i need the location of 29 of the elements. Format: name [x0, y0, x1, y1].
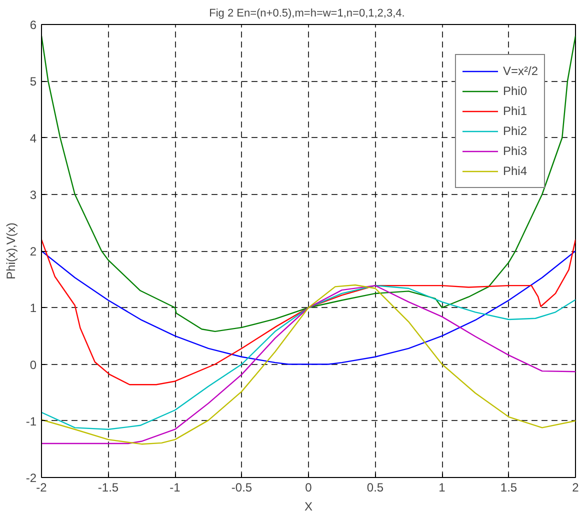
x-tick-label: 1 [438, 480, 446, 494]
x-tick-label: 0 [305, 480, 312, 494]
y-tick-label: 1 [30, 301, 37, 316]
legend-label: Phi2 [502, 124, 528, 138]
line-series [42, 35, 576, 332]
legend-label: Phi3 [502, 144, 528, 158]
y-axis-title: Phi(x),V(x) [4, 222, 18, 280]
line-series [42, 250, 576, 365]
line-series [42, 239, 576, 386]
y-tick-label: -1 [26, 414, 37, 428]
chart-title: Fig 2 En=(n+0.5),m=h=w=1,n=0,1,2,3,4. [209, 8, 405, 20]
y-tick-label: 5 [30, 74, 37, 89]
legend-label: Phi1 [502, 104, 528, 118]
x-tick-label: -1 [170, 480, 181, 494]
y-tick-label: 4 [30, 131, 37, 146]
x-axis-title: X [304, 500, 313, 514]
y-tick-label: 6 [30, 18, 37, 32]
y-tick-label: 0 [30, 358, 37, 372]
y-tick-label: -2 [26, 471, 37, 485]
y-tick-label: 3 [30, 188, 37, 202]
y-tick-label: 2 [30, 244, 37, 258]
x-tick-label: 0.5 [366, 480, 384, 494]
legend-label: Phi4 [502, 164, 528, 178]
legend-label: V=x²/2 [502, 64, 538, 78]
legend-label: Phi0 [502, 84, 528, 98]
x-tick-label: 1.5 [500, 480, 518, 494]
x-tick-label: 2 [572, 480, 580, 494]
x-tick-label: -1.5 [98, 480, 119, 494]
x-tick-label: -0.5 [231, 480, 252, 494]
